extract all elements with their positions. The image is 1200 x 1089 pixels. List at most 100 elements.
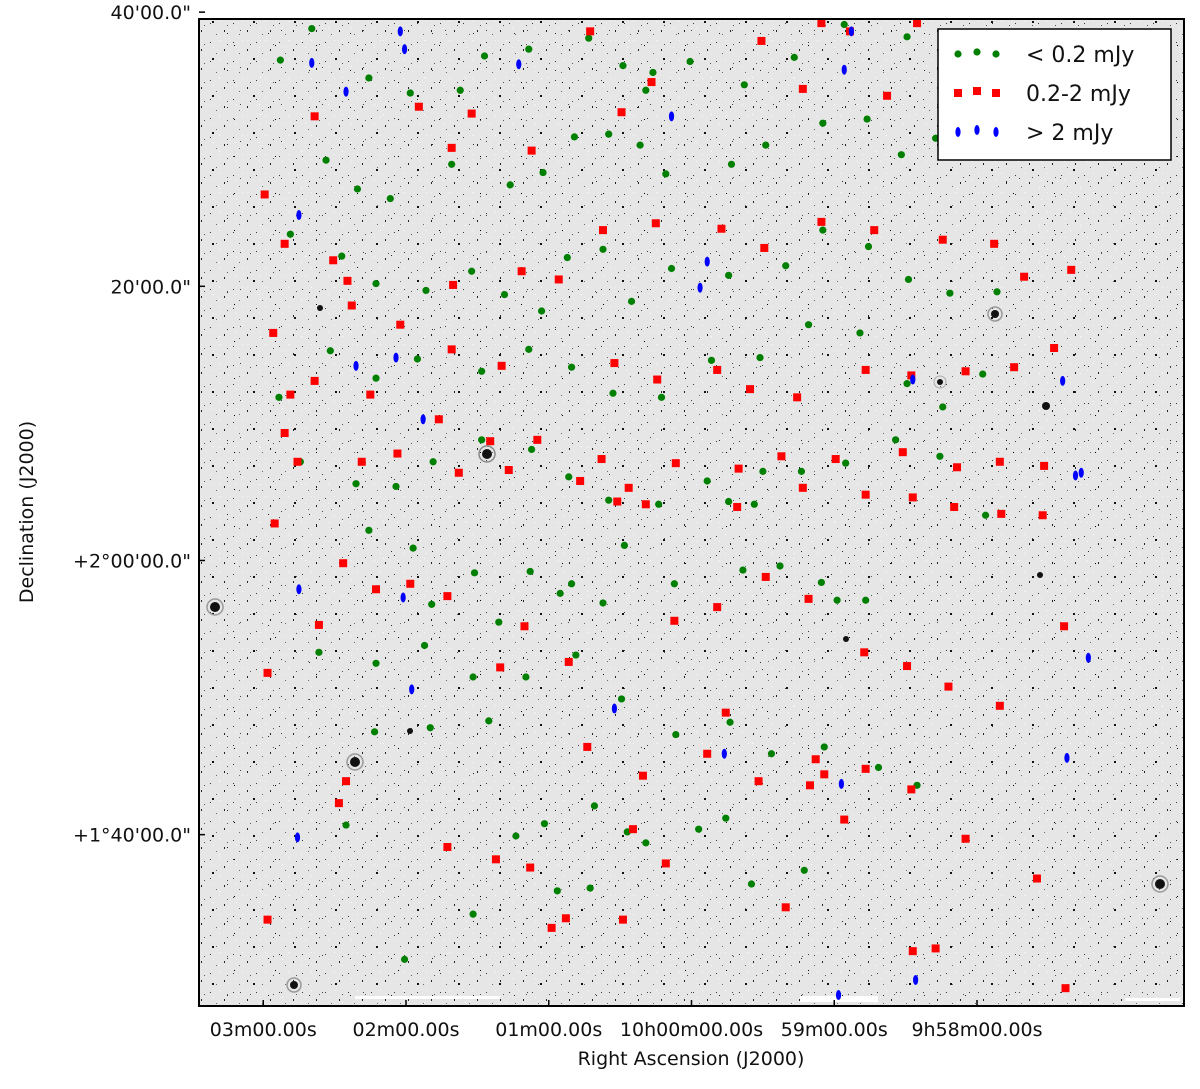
data-point	[750, 500, 758, 508]
data-point	[343, 86, 349, 97]
data-point	[309, 57, 315, 68]
data-point	[517, 267, 526, 276]
data-point	[308, 24, 316, 33]
data-point	[526, 863, 535, 872]
data-point	[762, 141, 770, 149]
legend-item: < 0.2 mJy	[954, 43, 1134, 68]
data-point	[500, 290, 509, 299]
data-point	[314, 620, 323, 629]
data-point	[563, 253, 571, 262]
legend-marker	[993, 127, 999, 137]
x-tick-label: 01m00.00s	[495, 1019, 602, 1041]
data-point	[817, 578, 826, 587]
data-point	[469, 910, 477, 918]
data-point	[805, 781, 814, 790]
data-point	[617, 108, 626, 117]
data-point	[400, 592, 406, 603]
data-point	[525, 45, 533, 53]
data-point	[414, 102, 423, 111]
data-point	[931, 944, 940, 953]
data-point	[1064, 752, 1070, 763]
data-point	[286, 390, 295, 399]
data-point	[703, 477, 711, 485]
data-point	[260, 190, 269, 199]
data-point	[428, 600, 436, 608]
data-point	[512, 832, 520, 840]
data-point	[443, 592, 452, 601]
legend-marker	[992, 50, 1000, 58]
legend-marker	[954, 50, 962, 58]
data-point	[672, 730, 680, 739]
data-point	[641, 500, 650, 509]
data-point	[422, 286, 430, 295]
data-point	[1010, 363, 1019, 372]
data-point	[860, 648, 869, 657]
data-point	[470, 569, 479, 577]
data-point	[817, 217, 826, 226]
data-point	[1060, 622, 1069, 631]
data-point	[396, 320, 405, 329]
data-point	[797, 467, 806, 475]
data-point	[553, 887, 561, 895]
data-point	[746, 385, 755, 394]
data-point	[353, 185, 362, 193]
data-point	[372, 279, 380, 288]
x-tick-label: 10h00m00.00s	[620, 1019, 763, 1041]
data-point	[840, 20, 848, 29]
data-point	[263, 668, 272, 677]
data-point	[831, 455, 840, 464]
sky-image-stars	[199, 19, 1184, 1006]
data-point	[733, 503, 742, 512]
data-point	[620, 541, 629, 550]
data-point	[520, 622, 529, 631]
data-point	[516, 59, 522, 70]
data-point	[263, 915, 272, 924]
data-point	[567, 580, 576, 588]
data-point	[610, 359, 619, 368]
data-point	[342, 821, 350, 829]
data-point	[478, 436, 486, 444]
data-point	[528, 445, 536, 454]
data-point	[619, 62, 627, 70]
x-tick-label: 9h58m00.00s	[911, 1019, 1042, 1041]
data-point	[903, 380, 911, 388]
data-point	[322, 156, 330, 164]
data-point	[276, 56, 284, 64]
data-point	[400, 955, 409, 963]
legend-item: 0.2-2 mJy	[954, 82, 1131, 107]
data-point	[739, 566, 747, 574]
data-point	[776, 562, 784, 570]
data-point	[697, 282, 703, 293]
data-point	[938, 235, 947, 244]
data-point	[342, 777, 351, 786]
data-point	[903, 662, 912, 671]
legend-marker	[973, 48, 981, 56]
data-point	[491, 855, 500, 864]
y-tick-label: 40'00.0"	[111, 2, 191, 24]
data-point	[326, 347, 334, 355]
data-point	[1050, 344, 1059, 352]
data-point	[506, 181, 514, 189]
data-point	[997, 509, 1006, 518]
data-point	[329, 256, 338, 265]
data-point	[898, 448, 907, 457]
data-point	[1020, 272, 1029, 281]
data-point	[862, 596, 870, 604]
y-tick-label: +2°00'00.0"	[73, 550, 191, 572]
data-point	[946, 289, 954, 297]
data-point	[1060, 375, 1066, 386]
legend-marker	[992, 89, 1000, 97]
data-point	[495, 618, 503, 626]
data-point	[939, 403, 947, 411]
data-point	[365, 526, 373, 534]
data-point	[456, 86, 464, 94]
data-point	[533, 435, 542, 444]
data-point	[406, 579, 415, 588]
data-point	[585, 34, 593, 42]
data-point	[722, 814, 730, 822]
data-point	[370, 728, 379, 736]
data-point	[628, 825, 637, 834]
data-point	[1040, 461, 1049, 470]
data-point	[961, 834, 970, 843]
